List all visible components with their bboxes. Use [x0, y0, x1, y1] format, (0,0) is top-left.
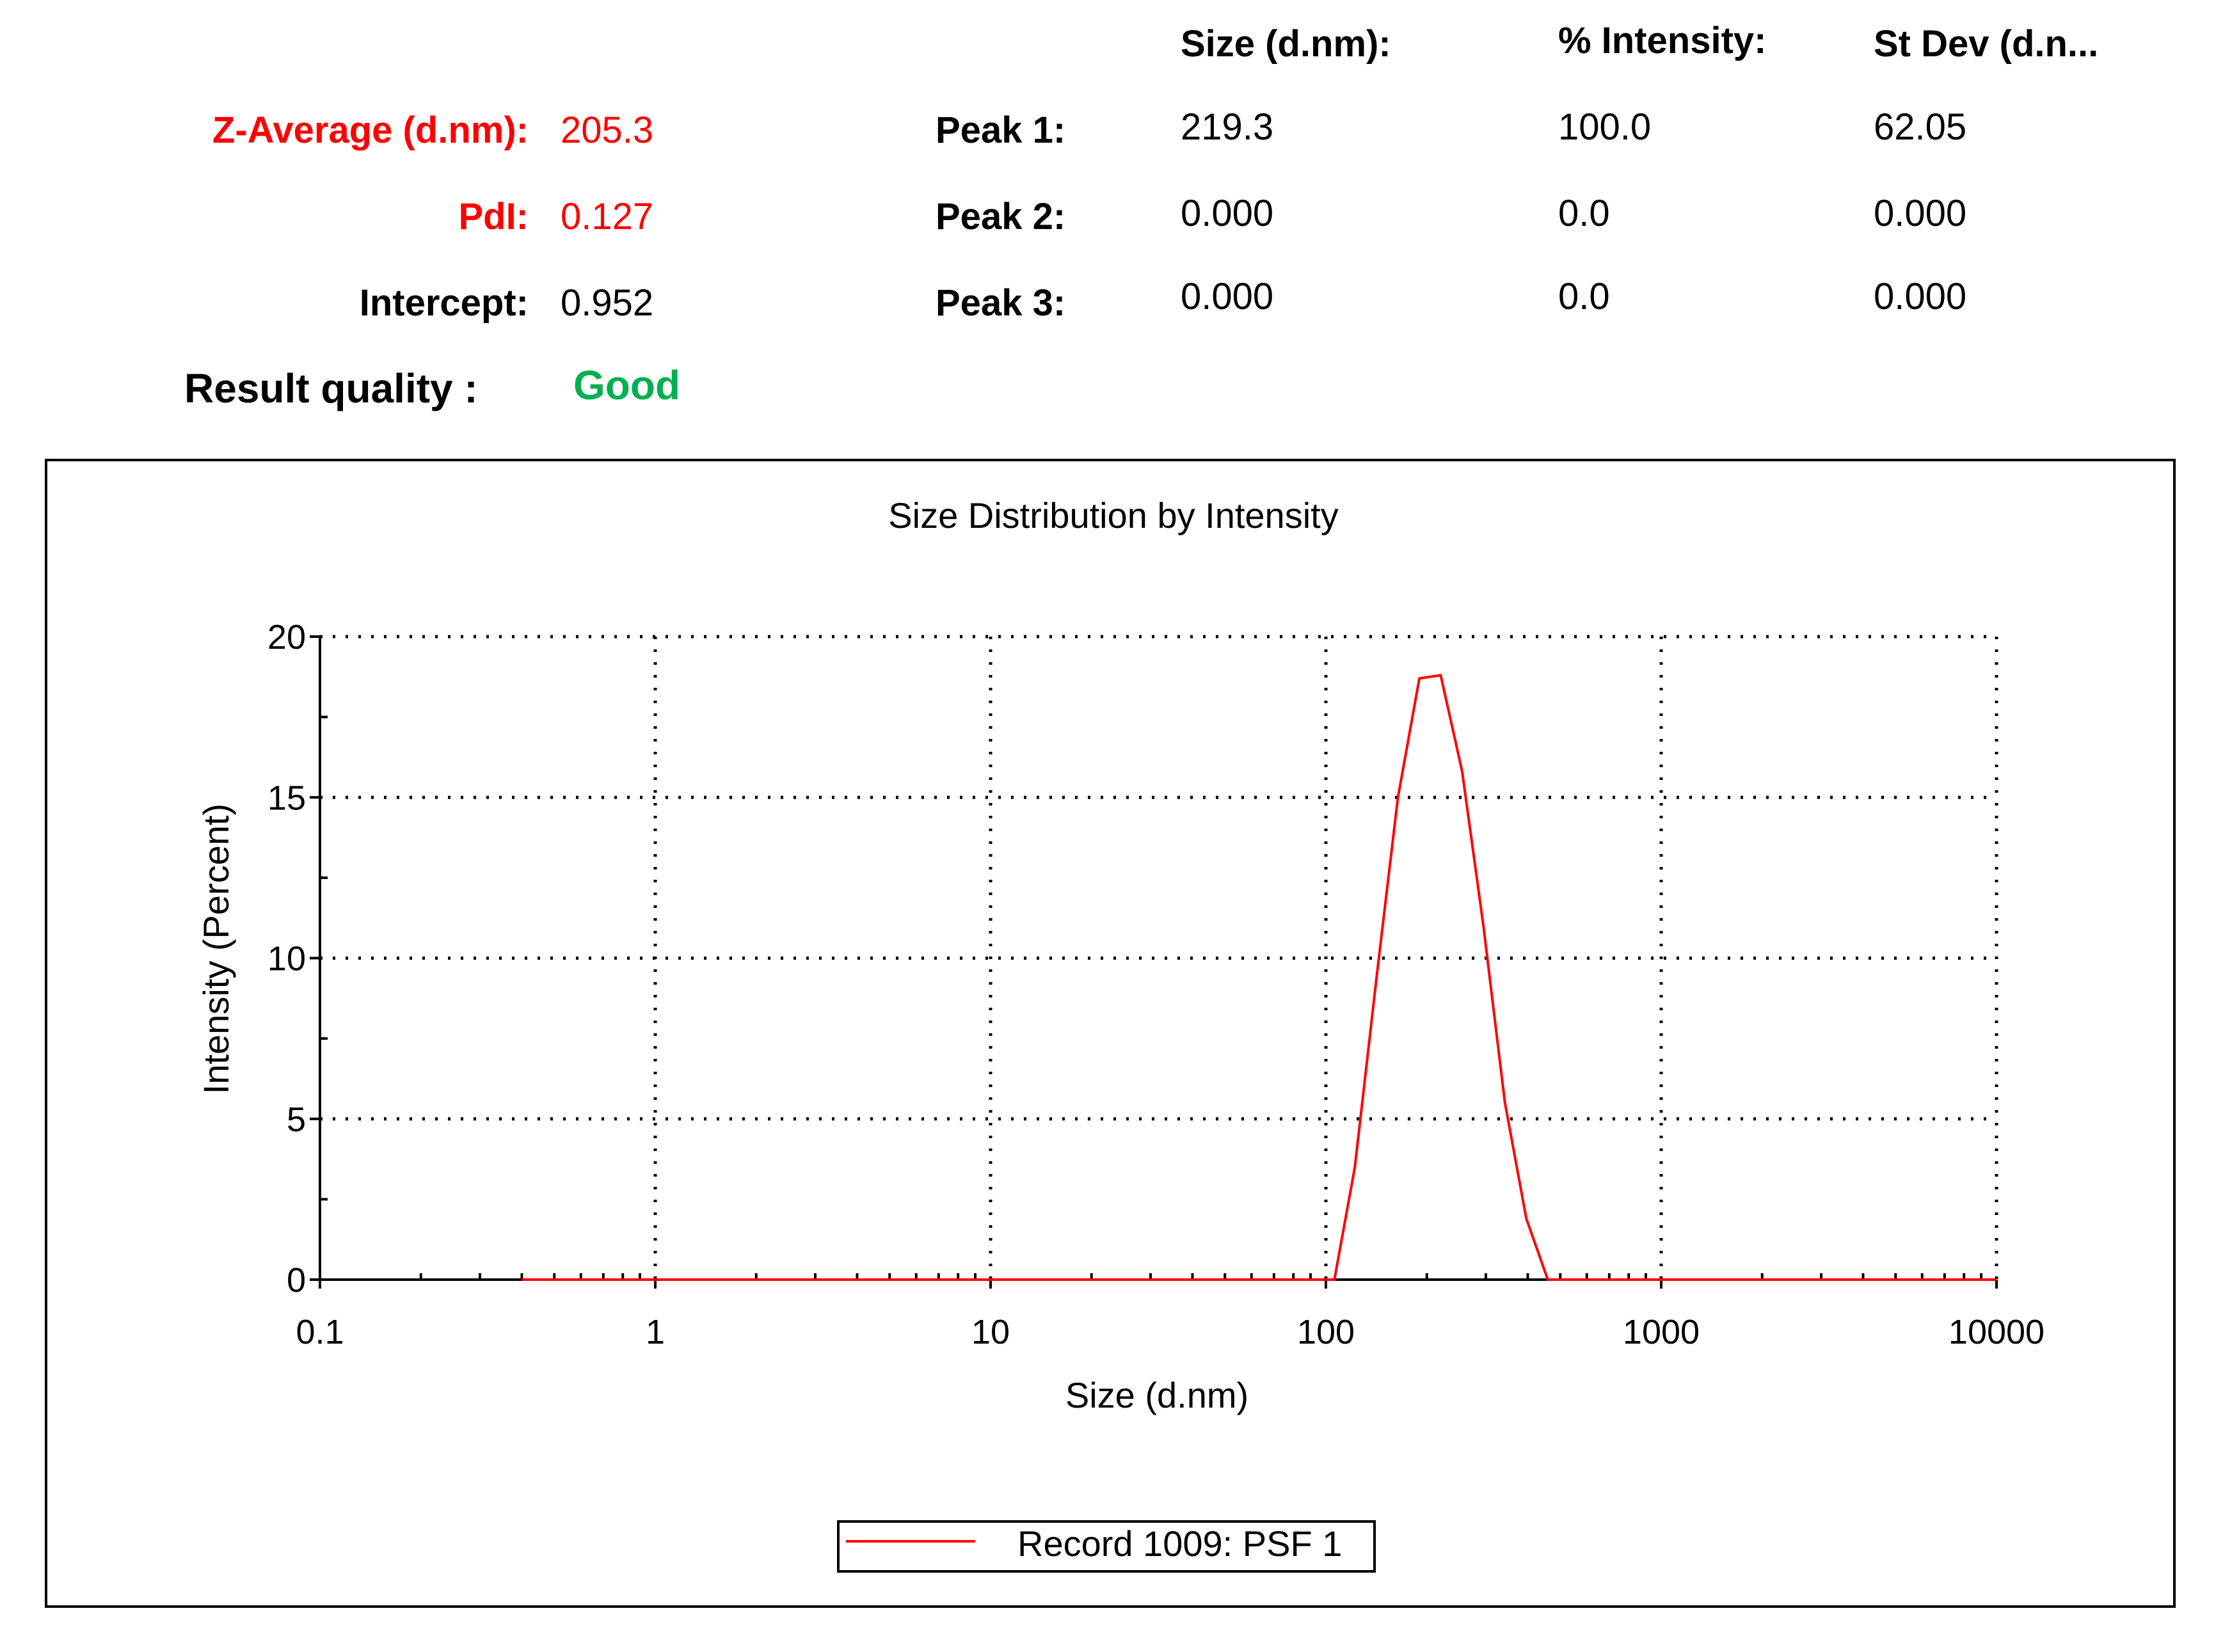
legend-entry: Record 1009: PSF 1 — [1017, 1523, 1342, 1564]
x-tick-label: 1 — [646, 1313, 665, 1351]
series-line — [522, 674, 1997, 1281]
peak-2-label: Peak 2: — [936, 196, 1066, 237]
header-size: Size (d.nm): — [1181, 23, 1391, 65]
result-quality-label: Result quality : — [184, 365, 478, 411]
pdi-value: 0.127 — [561, 196, 654, 237]
chart-title: Size Distribution by Intensity — [888, 495, 1338, 536]
x-tick-label: 10000 — [1949, 1313, 2045, 1351]
x-tick-label: 0.1 — [296, 1313, 344, 1351]
peak-1-label: Peak 1: — [936, 109, 1066, 151]
y-axis-label: Intensity (Percent) — [196, 804, 236, 1094]
header-intensity: % Intensity: — [1558, 20, 1767, 61]
legend: Record 1009: PSF 1 — [837, 1520, 1376, 1573]
peak-1-intensity: 100.0 — [1558, 106, 1652, 148]
peak-2-size: 0.000 — [1181, 193, 1274, 234]
series-layer — [522, 674, 1997, 1281]
chart-frame — [45, 459, 2176, 1608]
x-axis-label: Size (d.nm) — [1065, 1375, 1248, 1415]
y-tick-label: 10 — [267, 940, 306, 978]
z-average-value: 205.3 — [561, 109, 654, 151]
y-tick-label: 0 — [287, 1261, 306, 1299]
y-tick-label: 20 — [267, 618, 306, 656]
intercept-label: Intercept: — [359, 282, 529, 324]
x-tick-label: 100 — [1297, 1313, 1355, 1351]
result-quality-value: Good — [573, 362, 681, 408]
x-tick-label: 1000 — [1623, 1313, 1700, 1351]
peak-3-label: Peak 3: — [936, 282, 1066, 324]
peak-2-stdev: 0.000 — [1874, 193, 1967, 234]
peak-2-intensity: 0.0 — [1558, 193, 1610, 234]
peak-1-stdev: 62.05 — [1874, 106, 1967, 148]
legend-box — [837, 1520, 1376, 1573]
intercept-value: 0.952 — [561, 282, 654, 324]
peak-3-stdev: 0.000 — [1874, 276, 1967, 317]
z-average-label: Z-Average (d.nm): — [212, 109, 529, 151]
x-tick-label: 10 — [971, 1313, 1010, 1351]
y-tick-label: 5 — [287, 1100, 306, 1139]
pdi-label: PdI: — [458, 196, 529, 237]
peak-3-intensity: 0.0 — [1558, 276, 1610, 317]
header-stdev: St Dev (d.n... — [1874, 23, 2099, 65]
peak-1-size: 219.3 — [1181, 106, 1274, 148]
peak-3-size: 0.000 — [1181, 276, 1274, 317]
y-tick-label: 15 — [267, 779, 306, 817]
grid-lines — [320, 635, 1998, 1280]
tick-labels: 0.1 1 10 100 1000 10000 0 5 10 15 20 — [267, 618, 2045, 1351]
